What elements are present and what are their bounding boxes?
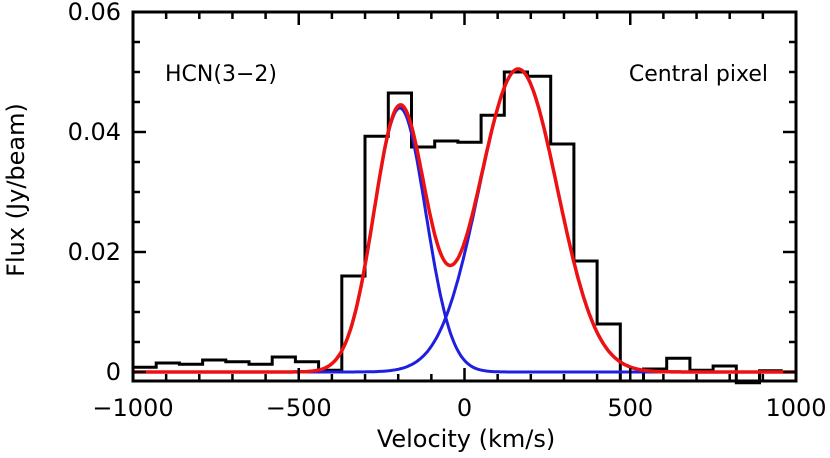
histogram-spectrum [133,70,783,385]
gaussian-sum-fit [133,67,796,374]
plot-frame [131,10,798,383]
annotation-line: HCN(3−2) [165,62,277,87]
annotation-pixel: Central pixel [629,62,768,87]
curves-layer [133,67,796,385]
x-tick-label: −1000 [92,394,173,422]
y-axis-title: Flux (Jy/beam) [2,103,30,277]
y-tick-label: 0.04 [68,118,121,146]
x-axis-title: Velocity (km/s) [377,425,555,453]
x-tick-label: 0 [457,394,472,422]
tick-labels-layer: −1000 −500 0 500 1000 0 0.02 0.04 0.06 [68,0,827,422]
y-tick-label: 0.06 [68,0,121,26]
y-tick-label: 0 [106,358,121,386]
x-tick-label: −500 [266,394,332,422]
x-tick-label: 500 [607,394,653,422]
y-tick-label: 0.02 [68,238,121,266]
x-tick-label: 1000 [765,394,826,422]
